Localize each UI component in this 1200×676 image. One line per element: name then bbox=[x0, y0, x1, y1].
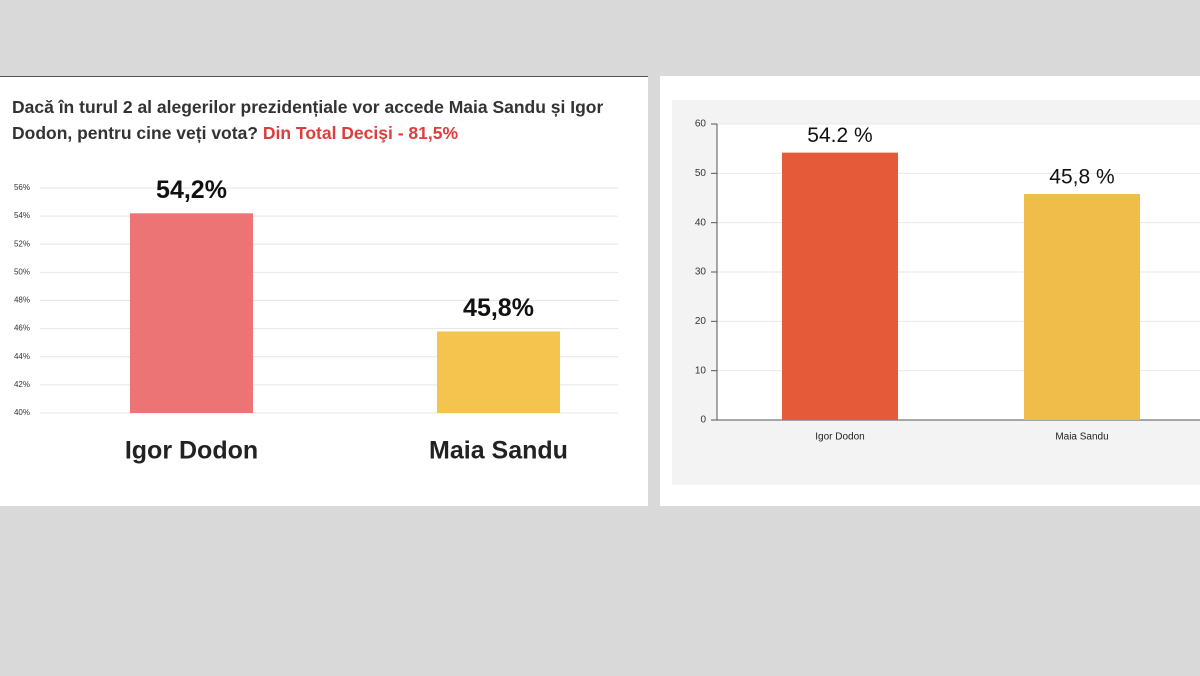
subtitle: Din Total Decişi - 81,5% bbox=[262, 123, 459, 143]
x-tick-label: Maia Sandu bbox=[1055, 432, 1108, 443]
x-tick-label: Igor Dodon bbox=[125, 437, 258, 465]
y-tick-label: 60 bbox=[695, 119, 707, 130]
y-tick-label: 44% bbox=[14, 352, 30, 361]
bar bbox=[130, 213, 253, 413]
y-tick-label: 20 bbox=[695, 316, 707, 327]
bar bbox=[782, 152, 898, 420]
value-label: 45,8% bbox=[463, 294, 534, 322]
bar bbox=[1024, 194, 1140, 420]
value-label: 45,8 % bbox=[1049, 166, 1114, 189]
left-panel bbox=[0, 76, 648, 506]
title-text: Dacă în turul 2 al alegerilor prezidenți… bbox=[12, 97, 604, 143]
y-tick-label: 46% bbox=[14, 324, 30, 333]
y-tick-label: 40% bbox=[14, 408, 30, 417]
value-label: 54,2% bbox=[156, 176, 227, 204]
x-tick-label: Maia Sandu bbox=[429, 437, 568, 465]
y-tick-label: 48% bbox=[14, 296, 30, 305]
x-tick-label: Igor Dodon bbox=[815, 432, 864, 443]
y-tick-label: 0 bbox=[700, 415, 706, 426]
value-label: 54.2 % bbox=[807, 124, 872, 147]
y-tick-label: 56% bbox=[14, 183, 30, 192]
y-tick-label: 30 bbox=[695, 267, 707, 278]
y-tick-label: 10 bbox=[695, 365, 707, 376]
y-tick-label: 50% bbox=[14, 267, 30, 276]
bar bbox=[437, 331, 560, 413]
y-tick-label: 40 bbox=[695, 217, 707, 228]
y-tick-label: 50 bbox=[695, 168, 707, 179]
y-tick-label: 52% bbox=[14, 239, 30, 248]
y-tick-label: 54% bbox=[14, 211, 30, 220]
chart-title: Dacă în turul 2 al alegerilor prezidenți… bbox=[12, 94, 648, 146]
y-tick-label: 42% bbox=[14, 380, 30, 389]
